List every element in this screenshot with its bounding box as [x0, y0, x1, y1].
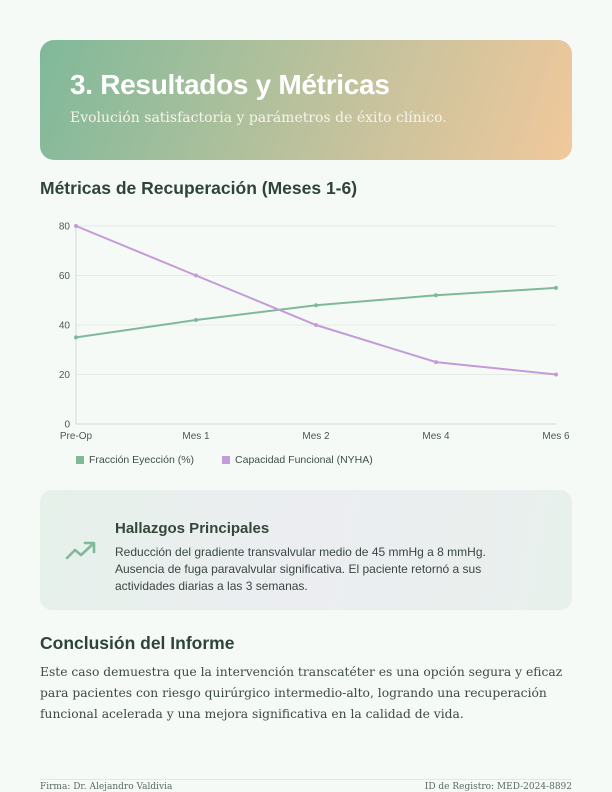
findings-body: Reducción del gradiente transvalvular me… [115, 545, 486, 593]
x-tick-label: Mes 2 [302, 431, 330, 442]
x-tick-label: Mes 4 [422, 431, 450, 442]
data-point[interactable] [314, 323, 318, 327]
data-point[interactable] [434, 360, 438, 365]
y-tick-label: 20 [59, 370, 71, 381]
y-tick-label: 40 [59, 321, 71, 332]
data-point[interactable] [74, 335, 78, 340]
series-line [75, 225, 557, 376]
conclusion-body: Este caso demuestra que la intervención … [40, 665, 563, 721]
header-banner: 3. Resultados y Métricas Evolución satis… [40, 40, 572, 160]
x-tick-label: Mes 6 [542, 431, 570, 442]
series-line [75, 286, 557, 339]
data-point[interactable] [554, 285, 558, 290]
data-point[interactable] [554, 372, 558, 377]
legend-item-functional-capacity: Capacidad Funcional (NYHA) [222, 454, 373, 466]
x-tick-label: Mes 1 [182, 431, 210, 442]
data-point[interactable] [194, 273, 198, 278]
data-point[interactable] [434, 293, 438, 298]
registry-id: ID de Registro: MED-2024-8892 [424, 782, 572, 792]
page-title: 3. Resultados y Métricas [70, 69, 390, 100]
legend-swatch-purple [222, 456, 231, 464]
data-point[interactable] [314, 303, 318, 308]
x-tick-label: Pre-Op [60, 431, 93, 442]
page-subtitle: Evolución satisfactoria y parámetros de … [70, 110, 447, 126]
chart-legend: Fracción Eyección (%) Capacidad Funciona… [76, 454, 373, 466]
data-point[interactable] [194, 318, 198, 323]
legend-swatch-green [76, 456, 84, 464]
trending-up-icon [65, 540, 97, 566]
y-tick-label: 0 [64, 420, 70, 431]
findings-card: Hallazgos Principales Reducción del grad… [40, 490, 572, 610]
legend-label: Capacidad Funcional (NYHA) [235, 454, 373, 466]
data-point[interactable] [74, 224, 78, 228]
chart-title: Métricas de Recuperación (Meses 1-6) [40, 178, 358, 198]
conclusion-title: Conclusión del Informe [40, 633, 235, 653]
findings-title: Hallazgos Principales [115, 520, 270, 537]
legend-label: Fracción Eyección (%) [89, 454, 195, 466]
y-tick-label: 60 [59, 271, 71, 282]
legend-item-ejection-fraction: Fracción Eyección (%) [76, 454, 194, 466]
chart-canvas: 0 20 40 60 80 Pre-Op Mes 1 Mes 2 Mes 4 Mes 6 [59, 222, 570, 443]
footer-divider [40, 779, 572, 780]
line-chart: 0 20 40 60 80 Pre-Op Mes 1 Mes 2 Mes 4 Mes 6 Frac… [40, 212, 580, 472]
signature: Firma: Dr. Alejandro Valdivia [40, 782, 173, 792]
y-tick-label: 80 [59, 222, 71, 233]
